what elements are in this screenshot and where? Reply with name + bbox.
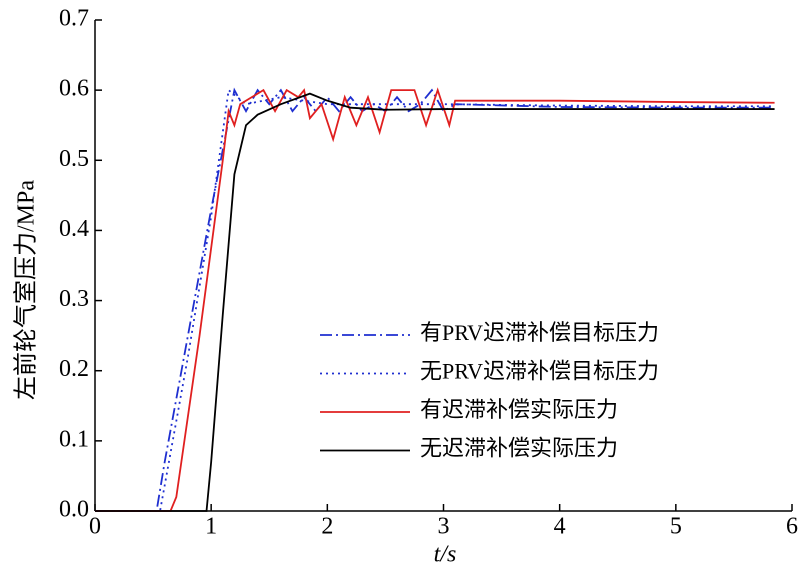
x-axis-label: t/s	[434, 542, 457, 568]
x-tick-label: 1	[205, 514, 217, 540]
y-tick-label: 0.1	[59, 426, 89, 452]
x-tick-label: 4	[554, 514, 566, 540]
legend-label: 无PRV迟滞补偿目标压力	[420, 359, 659, 384]
legend-label: 无迟滞补偿实际压力	[420, 436, 618, 461]
x-tick-label: 2	[321, 514, 333, 540]
y-tick-label: 0.6	[59, 76, 89, 102]
x-tick-label: 0	[89, 514, 101, 540]
y-tick-label: 0.4	[59, 216, 89, 242]
y-tick-label: 0.7	[59, 6, 89, 32]
x-tick-label: 3	[438, 514, 450, 540]
series-line	[95, 92, 775, 512]
y-tick-label: 0.5	[59, 146, 89, 172]
x-tick-label: 6	[786, 514, 798, 540]
x-tick-label: 5	[670, 514, 682, 540]
legend-label: 有迟滞补偿实际压力	[420, 397, 618, 422]
legend-label: 有PRV迟滞补偿目标压力	[420, 320, 659, 345]
y-tick-label: 0.2	[59, 356, 89, 382]
series-line	[95, 87, 775, 512]
series-line	[95, 87, 775, 512]
y-tick-label: 0.0	[59, 497, 89, 523]
y-tick-label: 0.3	[59, 286, 89, 312]
y-axis-label: 左前轮气室压力/MPa	[13, 180, 40, 400]
